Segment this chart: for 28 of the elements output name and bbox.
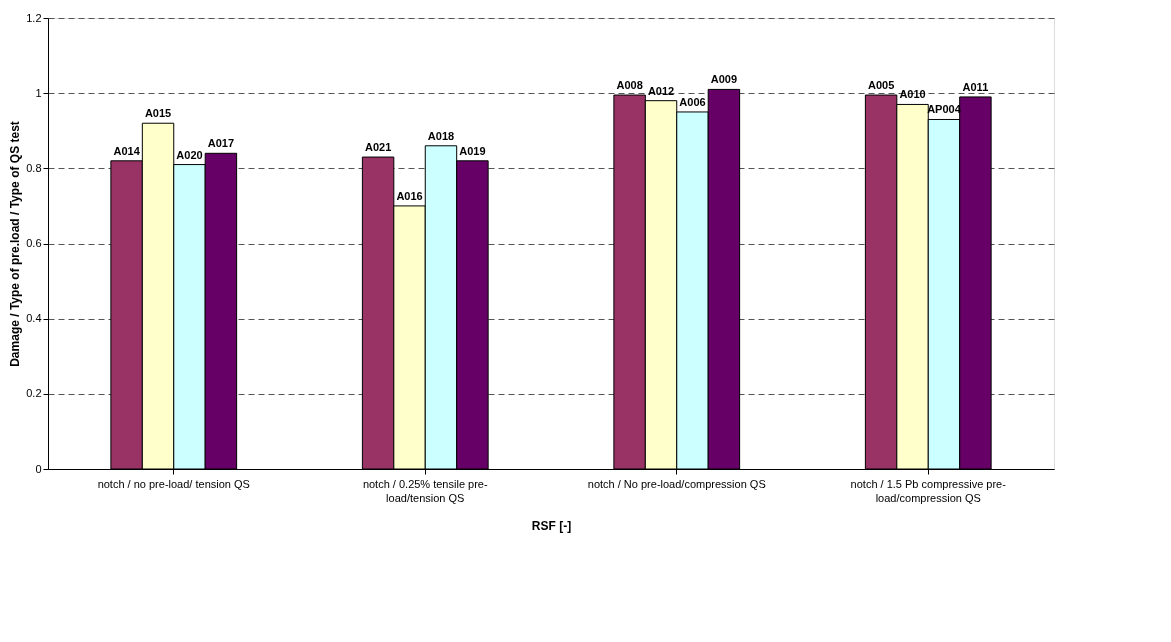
data-label: A016 (396, 189, 423, 202)
y-tick-label: 0.4 (26, 312, 42, 325)
data-label: A018 (427, 129, 455, 142)
x-tick-label: notch / 0.25% tensile pre-load/tension QS (362, 478, 488, 504)
data-label: A005 (867, 79, 895, 92)
x-tick-label: notch / 1.5 Pb compressive pre-load/compression QS (850, 478, 1007, 504)
data-label: A009 (710, 73, 738, 86)
y-tick-label: 0.6 (26, 237, 42, 249)
data-label: A017 (207, 137, 235, 150)
y-tick-label: 0.2 (26, 387, 42, 400)
x-tick-label: notch / no pre-load/ tension QS (97, 478, 250, 490)
data-label: A010 (899, 88, 926, 101)
y-tick-label: 1 (35, 86, 42, 99)
y-tick-label: 0 (35, 462, 42, 475)
data-label: A006 (679, 95, 706, 108)
data-label: A020 (176, 148, 203, 161)
y-tick-label: 0.8 (26, 161, 42, 174)
data-label: A014 (113, 144, 141, 157)
data-label: A021 (364, 141, 392, 154)
data-label: A012 (647, 84, 675, 97)
y-axis-title: Damage / Type of pre.load / Type of QS test (8, 121, 23, 367)
x-axis-title: RSF [-] (531, 519, 572, 533)
data-label: A008 (616, 79, 643, 92)
y-tick-label: 1.2 (26, 11, 42, 24)
data-label: A015 (144, 107, 172, 120)
data-label: A019 (459, 144, 486, 157)
x-tick-label: notch / No pre-load/compression QS (587, 478, 766, 490)
data-label: A011 (962, 80, 989, 93)
